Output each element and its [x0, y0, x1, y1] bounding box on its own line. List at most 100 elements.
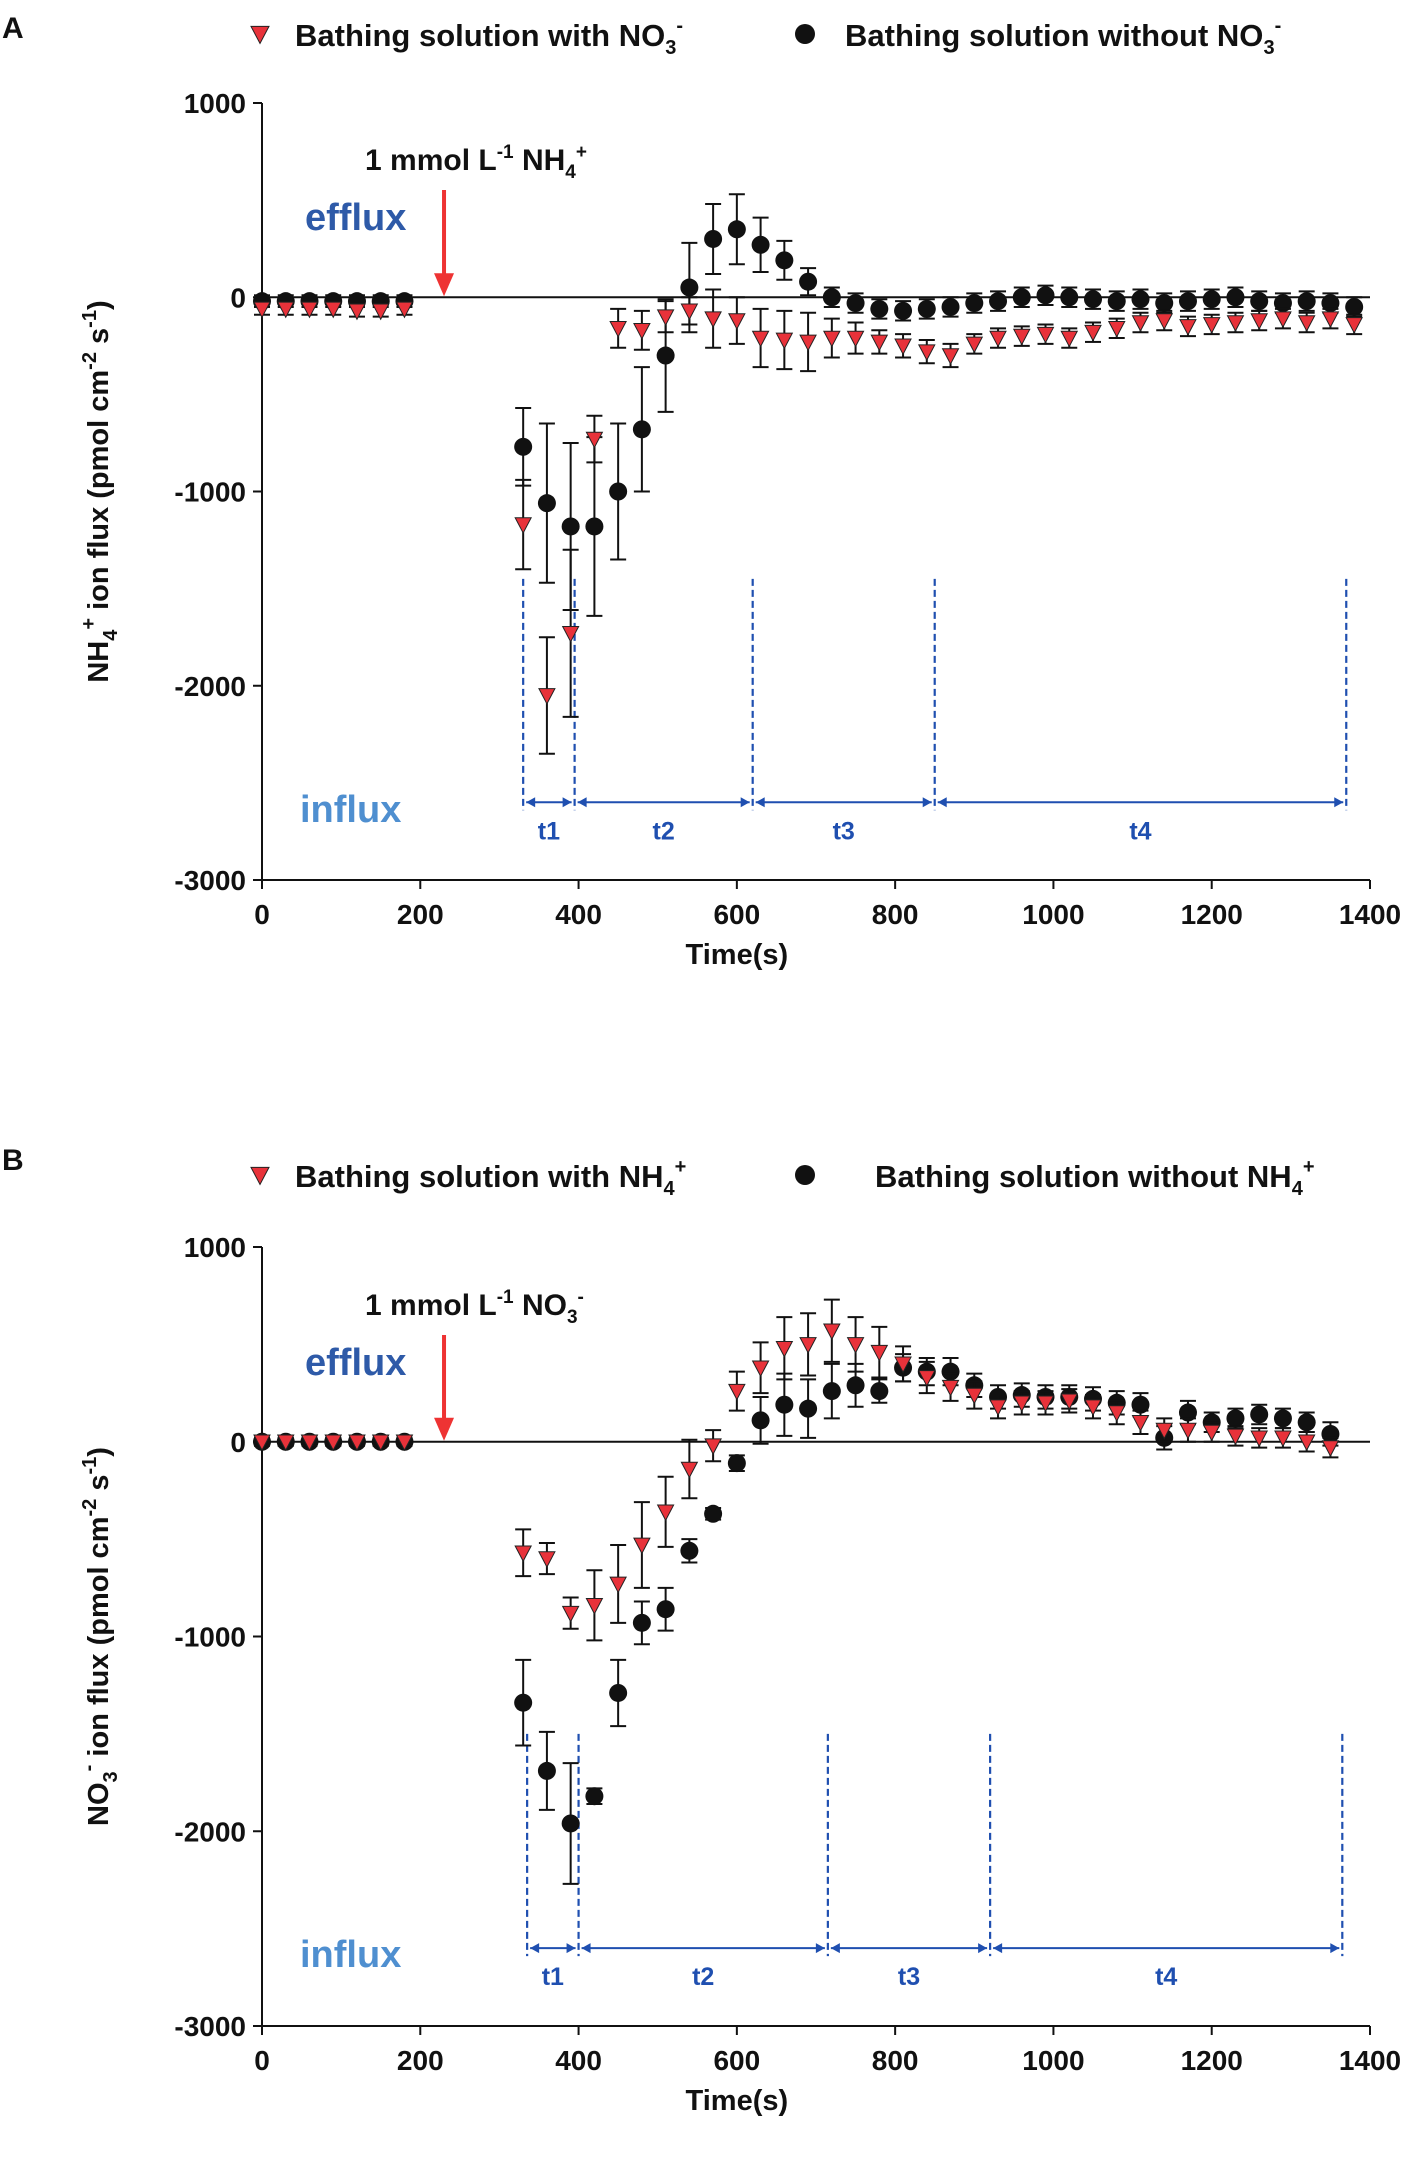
data-point-triangle	[941, 1379, 960, 1397]
panel-label: A	[2, 12, 24, 45]
data-point-circle	[537, 1761, 556, 1780]
legend-label-1: Bathing solution with NH4+	[295, 1156, 686, 1200]
data-point-triangle	[276, 1434, 295, 1452]
legend-label-2: Bathing solution without NH4+	[875, 1156, 1315, 1200]
legend-circle-marker	[795, 24, 815, 44]
data-point-triangle	[656, 1504, 675, 1522]
x-tick-label: 800	[872, 899, 919, 930]
data-point-circle	[751, 235, 770, 254]
data-point-circle	[1155, 294, 1174, 313]
data-point-circle	[656, 1600, 675, 1619]
data-point-circle	[1131, 1395, 1150, 1414]
data-point-circle	[632, 420, 651, 439]
data-point-triangle	[633, 1537, 651, 1555]
data-point-triangle	[989, 330, 1007, 348]
data-point-circle	[1178, 292, 1197, 311]
data-point-triangle	[1107, 321, 1126, 338]
data-point-circle	[941, 297, 960, 316]
data-point-circle	[870, 299, 889, 318]
data-point-triangle	[300, 301, 319, 319]
treatment-arrow-head	[434, 1417, 455, 1441]
data-point-triangle	[371, 1434, 390, 1452]
data-point-triangle	[728, 1383, 746, 1401]
x-tick-label: 600	[713, 899, 760, 930]
data-point-triangle	[348, 303, 366, 321]
data-point-triangle	[1250, 313, 1269, 331]
data-point-circle	[561, 517, 580, 536]
period-arrow-head	[993, 1943, 1003, 1954]
data-point-circle	[1178, 1403, 1197, 1422]
data-point-triangle	[680, 1461, 699, 1479]
data-point-circle	[680, 278, 699, 297]
data-point-triangle	[728, 313, 746, 331]
influx-label: influx	[300, 789, 401, 831]
data-point-circle	[585, 1787, 604, 1806]
data-point-triangle	[348, 1434, 366, 1452]
y-tick-label: -1000	[174, 1622, 246, 1653]
data-point-circle	[941, 1362, 960, 1381]
data-point-circle	[1202, 290, 1221, 309]
data-point-triangle	[941, 348, 960, 365]
data-point-triangle	[917, 344, 936, 362]
x-tick-label: 0	[254, 2045, 270, 2076]
data-point-triangle	[395, 301, 414, 319]
x-tick-label: 200	[397, 899, 444, 930]
period-arrow-head	[566, 1943, 576, 1954]
treatment-arrow-head	[434, 273, 455, 297]
data-point-triangle	[371, 303, 390, 321]
data-point-circle	[680, 1541, 699, 1560]
data-point-circle	[822, 288, 841, 307]
x-axis-label: Time(s)	[686, 2085, 789, 2117]
period-arrow-head	[581, 1943, 591, 1954]
data-point-triangle	[799, 334, 817, 352]
data-point-circle	[704, 229, 723, 248]
data-point-circle	[1012, 288, 1031, 307]
data-point-triangle	[823, 330, 841, 348]
data-point-triangle	[514, 1545, 532, 1563]
data-point-triangle	[1202, 317, 1221, 334]
data-point-triangle	[846, 330, 865, 348]
x-tick-label: 600	[713, 2045, 760, 2076]
data-point-triangle	[1321, 311, 1340, 329]
data-point-triangle	[1012, 328, 1031, 346]
data-point-triangle	[704, 311, 722, 329]
data-point-triangle	[1084, 1399, 1102, 1417]
data-point-circle	[1036, 286, 1055, 305]
data-point-triangle	[1036, 326, 1055, 344]
x-tick-label: 1400	[1339, 2045, 1401, 2076]
data-point-triangle	[680, 303, 699, 321]
series-circle	[253, 1353, 1340, 1885]
data-point-circle	[799, 1399, 818, 1418]
y-axis-label: NH4+ ion flux (pmol cm-2 s-1)	[78, 300, 122, 682]
data-point-triangle	[870, 1344, 889, 1362]
data-point-circle	[1060, 288, 1079, 307]
data-point-circle	[1250, 1405, 1269, 1424]
period-arrow-head	[577, 797, 587, 808]
period-label-t1: t1	[542, 1963, 564, 1991]
data-point-triangle	[585, 431, 604, 449]
data-point-triangle	[751, 1360, 770, 1378]
panel-a: A Bathing solution with NO3- Bathing solut…	[2, 12, 1401, 971]
legend-triangle-marker	[250, 1166, 270, 1186]
data-point-triangle	[324, 1434, 343, 1452]
data-point-triangle	[609, 321, 627, 338]
x-tick-label: 1200	[1181, 899, 1243, 930]
legend-label-2: Bathing solution without NO3-	[845, 15, 1281, 59]
data-point-circle	[775, 1395, 794, 1414]
y-tick-label: -3000	[174, 865, 246, 896]
data-point-triangle	[1297, 1434, 1316, 1452]
y-tick-label: 1000	[184, 88, 246, 119]
data-point-circle	[965, 294, 984, 313]
series-triangle	[253, 288, 1363, 755]
data-point-circle	[1226, 1409, 1245, 1428]
data-point-triangle	[989, 1399, 1007, 1417]
data-point-circle	[1297, 1413, 1316, 1432]
panel-b: B Bathing solution with NH4+ Bathing solut…	[2, 1144, 1401, 2117]
treatment-label: 1 mmol L-1 NO3-	[365, 1287, 584, 1328]
data-point-triangle	[1202, 1424, 1221, 1442]
data-point-circle	[1321, 294, 1340, 313]
data-point-triangle	[1131, 315, 1150, 332]
data-point-triangle	[395, 1434, 414, 1452]
data-point-triangle	[965, 336, 984, 354]
data-point-triangle	[799, 1337, 817, 1354]
